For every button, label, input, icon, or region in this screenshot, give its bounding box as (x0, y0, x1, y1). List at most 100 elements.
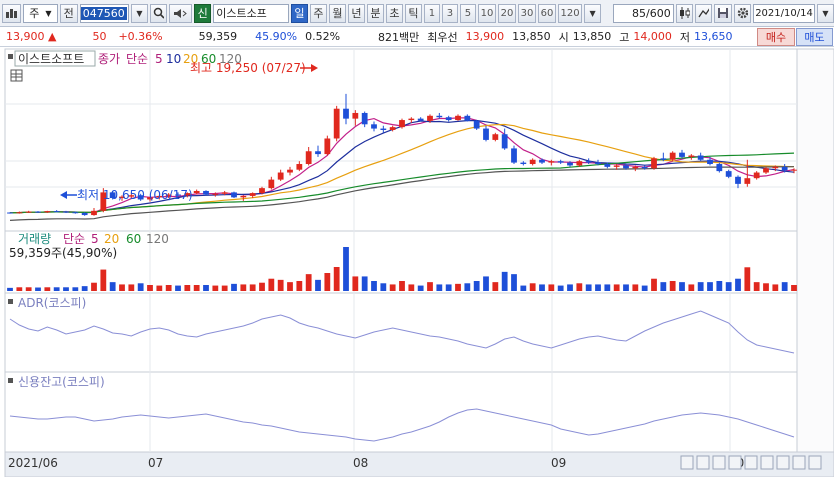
sound-button[interactable] (169, 3, 193, 23)
chart-option-button[interactable] (760, 455, 774, 470)
volume-bar (763, 283, 769, 291)
legend-ma5: 5 (155, 52, 163, 66)
search-button[interactable] (149, 3, 168, 23)
volume-legend-60: 60 (126, 232, 141, 246)
high-annotation: 최고 19,250 (07/27) (190, 61, 306, 75)
expand-button[interactable] (808, 455, 822, 470)
date-value: 2021/10/14 (755, 7, 813, 19)
code-dropdown-button[interactable]: ▼ (130, 3, 148, 23)
count-value: 85 (632, 6, 647, 20)
volume-legend-5: 5 (91, 232, 99, 246)
up-arrow-icon: ▲ (48, 30, 57, 43)
moving-averages (9, 117, 795, 221)
candle-body (352, 112, 359, 119)
settings-button[interactable] (733, 3, 751, 23)
candle-body (417, 118, 424, 121)
volume-bar (688, 284, 695, 291)
volume-bar (753, 282, 760, 291)
volume-bar (25, 287, 32, 291)
volume-bar (380, 283, 387, 291)
tab-week[interactable]: 주 (309, 3, 327, 23)
interval-60[interactable]: 60 (538, 3, 557, 23)
low-label: 저 (679, 30, 691, 44)
candle-body (408, 118, 415, 121)
interval-5[interactable]: 5 (459, 3, 476, 23)
volume-bar (492, 282, 499, 291)
sell-button[interactable]: 매도 (796, 28, 833, 46)
reset-button[interactable] (776, 455, 790, 470)
chart-svg[interactable]: 2021/06 07 08 09 10 이스트소프트 종가 단순 5 10 20 60 … (0, 47, 834, 478)
volume-bar (473, 281, 480, 291)
tab-tick[interactable]: 틱 (404, 3, 422, 23)
buy-button[interactable]: 매수 (757, 28, 795, 46)
chart-type-icon[interactable] (2, 3, 22, 23)
candle-body (315, 151, 321, 155)
sin-badge[interactable]: 신 (194, 3, 212, 23)
ma120-line (9, 166, 795, 221)
volume-bar (128, 284, 135, 291)
search-icon (153, 7, 165, 19)
candle-body (137, 195, 144, 200)
save-button[interactable] (714, 3, 732, 23)
date-field[interactable]: 2021/10/14 (753, 3, 815, 23)
tab-month[interactable]: 월 (328, 3, 346, 23)
volume-bar (240, 284, 247, 291)
legend-ma60: 60 (201, 52, 216, 66)
candle-body (464, 115, 471, 121)
tab-day[interactable]: 일 (290, 3, 308, 23)
volume-bar (548, 284, 555, 291)
interval-20[interactable]: 20 (498, 3, 517, 23)
draw-button[interactable] (695, 3, 713, 23)
volume-bar (184, 285, 191, 291)
interval-3[interactable]: 3 (441, 3, 458, 23)
scroll-right-button[interactable] (728, 455, 742, 470)
adr-title: ADR(코스피) (18, 296, 86, 310)
volume-bar (613, 284, 620, 291)
zoom-out-button[interactable] (696, 455, 710, 470)
low-annotation: 최저 10,650 (06/17) (77, 188, 193, 202)
candle-body (595, 162, 601, 165)
refresh-button[interactable] (792, 455, 806, 470)
tab-second[interactable]: 초 (385, 3, 403, 23)
high-label: 고 (619, 30, 630, 44)
count-field[interactable]: 85/600 (613, 3, 674, 23)
prev-button[interactable]: 전 (59, 3, 78, 23)
volume-legend-120: 120 (146, 232, 169, 246)
candle-body (763, 168, 769, 173)
candle-body (623, 165, 629, 169)
volume-bar (352, 276, 359, 291)
legend-title-box[interactable] (14, 50, 96, 67)
volume-value-label: 59,359주(45,90%) (9, 246, 117, 260)
quote-bar: 13,900 ▲ 50 +0.36% 59,359 45.90% 0.52% 8… (0, 27, 834, 47)
zoom-in-button[interactable] (712, 455, 726, 470)
credit-pane (4, 371, 798, 453)
scroll-left-button[interactable] (680, 455, 694, 470)
interval-1[interactable]: 1 (423, 3, 440, 23)
candle-body (613, 165, 620, 167)
volume-bar (147, 285, 153, 291)
interval-dropdown-button[interactable]: ▼ (584, 3, 602, 23)
interval-120[interactable]: 120 (558, 3, 583, 23)
toolbar: 주 ▼ 전 047560 ▼ 신 이스트소프 일 주 월 년 분 초 틱 1 3… (0, 0, 834, 27)
volume-bar (109, 282, 116, 291)
fit-button[interactable] (744, 455, 758, 470)
line-draw-icon (698, 7, 710, 18)
market-select[interactable]: 주 ▼ (23, 3, 58, 23)
stock-name-field[interactable]: 이스트소프 (213, 3, 289, 23)
volume-bar (193, 285, 200, 291)
low: 13,650 (694, 30, 733, 43)
open-label: 시 (558, 30, 569, 44)
interval-30[interactable]: 30 (518, 3, 537, 23)
candle-body (632, 166, 639, 169)
date-picker-button[interactable]: ▼ (817, 3, 834, 23)
legend-close: 종가 (98, 52, 120, 66)
volume-bar (249, 284, 256, 291)
candle-body (772, 166, 779, 169)
tools-button[interactable] (675, 3, 694, 23)
grid (5, 49, 797, 452)
stock-code-input[interactable]: 047560 (79, 3, 129, 23)
interval-10[interactable]: 10 (477, 3, 496, 23)
priority-label: 최우선 (427, 30, 458, 44)
tab-year[interactable]: 년 (347, 3, 365, 23)
tab-minute[interactable]: 분 (366, 3, 384, 23)
